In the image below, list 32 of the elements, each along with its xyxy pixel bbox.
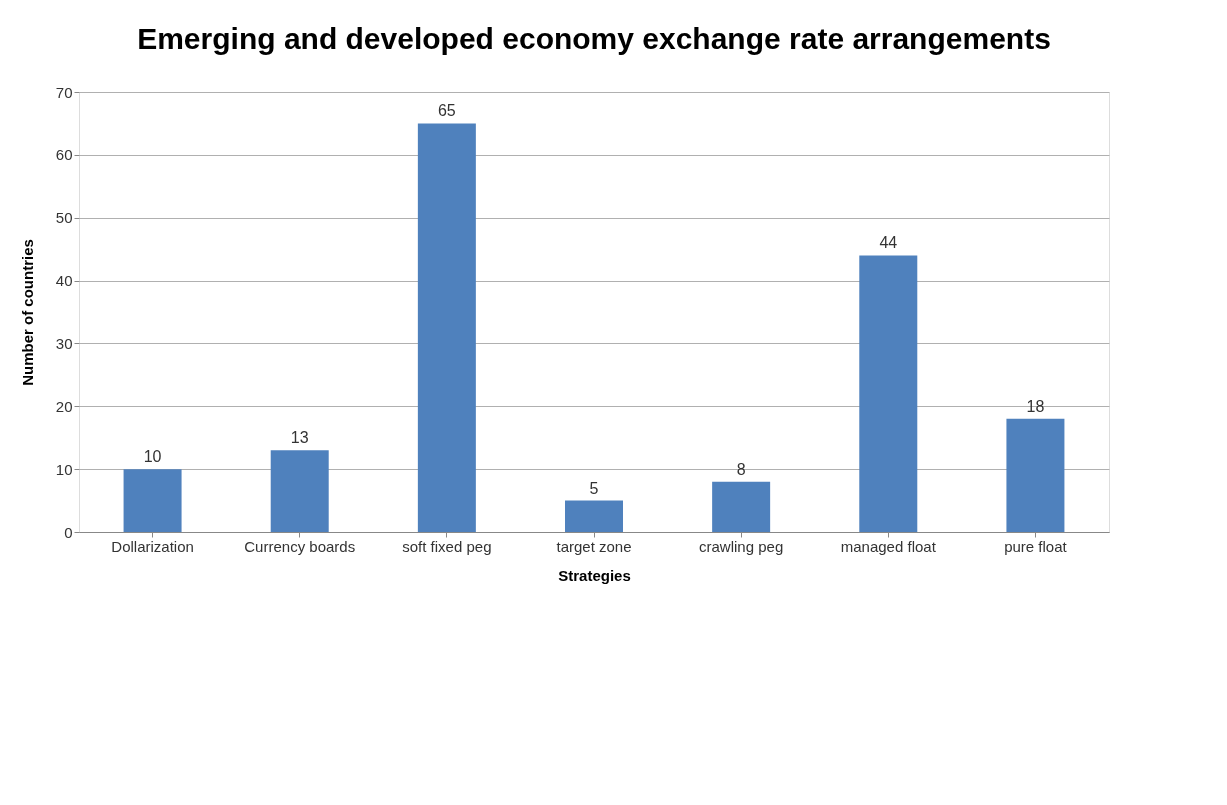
x-axis-title: Strategies: [558, 566, 631, 584]
y-tick-label: 40: [55, 272, 73, 290]
y-tick-label: 60: [55, 146, 73, 164]
y-tick-label: 0: [64, 523, 73, 541]
data-label: 10: [143, 448, 162, 466]
bar: [859, 255, 918, 532]
chart-title: Emerging and developed economy exchange rate arrangements: [137, 22, 1051, 55]
data-label: 65: [437, 102, 456, 120]
data-label: 13: [290, 429, 309, 447]
bar: [565, 500, 623, 532]
x-tick-label: Dollarization: [111, 537, 194, 555]
y-tick-label: 70: [55, 83, 73, 101]
y-tick-label: 30: [55, 334, 73, 352]
y-tick-label: 50: [55, 209, 73, 227]
y-tick-label: 20: [55, 397, 73, 415]
y-axis-title: Number of countries: [18, 239, 36, 386]
x-tick-label: pure float: [1004, 537, 1068, 555]
x-tick-label: soft fixed peg: [402, 537, 492, 555]
data-label: 18: [1026, 397, 1045, 415]
bar: [123, 469, 182, 532]
x-tick-label: target zone: [556, 537, 632, 555]
x-tick-label: Currency boards: [244, 537, 356, 555]
bar: [417, 123, 476, 532]
data-label: 8: [736, 460, 746, 478]
data-label: 44: [879, 234, 898, 252]
bar: [270, 450, 329, 532]
data-label: 5: [589, 479, 599, 497]
x-tick-label: crawling peg: [699, 537, 784, 555]
bar: [1006, 418, 1065, 532]
bar: [712, 481, 771, 532]
y-tick-label: 10: [55, 460, 73, 478]
x-tick-label: managed float: [840, 537, 937, 555]
